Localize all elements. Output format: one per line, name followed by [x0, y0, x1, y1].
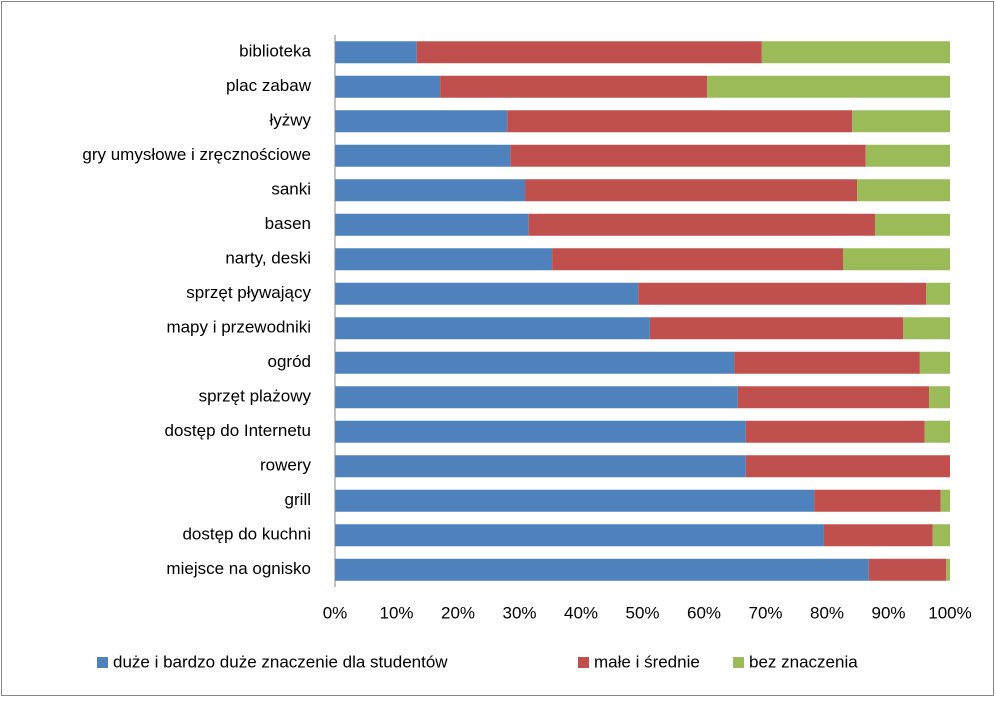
bar-segment: [868, 558, 947, 581]
legend-label: małe i średnie: [594, 652, 700, 671]
y-tick-label: rowery: [260, 456, 312, 475]
bar-segment: [814, 489, 941, 512]
bar-segment: [737, 386, 930, 409]
bar-segment: [649, 317, 904, 340]
y-tick-label: narty, deski: [225, 249, 311, 268]
bar-segment: [525, 179, 858, 202]
bar-segment: [857, 179, 950, 202]
bar-segment: [734, 351, 920, 374]
y-tick-label: basen: [265, 214, 311, 233]
y-tick-label: dostęp do kuchni: [182, 525, 311, 544]
y-tick-label: sprzęt plażowy: [199, 387, 312, 406]
x-tick-label: 20%: [441, 603, 475, 622]
x-tick-label: 90%: [871, 603, 905, 622]
bar-segment: [335, 524, 824, 547]
y-tick-label: biblioteka: [239, 42, 311, 61]
y-tick-label: łyżwy: [269, 111, 311, 130]
bar-segment: [335, 144, 511, 167]
x-tick-label: 60%: [687, 603, 721, 622]
bar-segment: [335, 558, 869, 581]
bar-segment: [528, 213, 875, 236]
bar-segment: [865, 144, 950, 167]
bar-segment: [335, 41, 417, 64]
bar-segment: [745, 420, 925, 443]
x-tick-label: 30%: [502, 603, 536, 622]
bar-segment: [852, 110, 950, 133]
legend-label: bez znaczenia: [749, 652, 858, 671]
y-tick-label: gry umysłowe i zręcznościowe: [82, 145, 311, 164]
legend-label: duże i bardzo duże znaczenie dla student…: [113, 652, 448, 671]
bar-segment: [903, 317, 950, 340]
x-tick-label: 70%: [748, 603, 782, 622]
y-tick-label: dostęp do Internetu: [164, 421, 311, 440]
bar-segment: [874, 213, 950, 236]
bar-segment: [761, 41, 950, 64]
bar-segment: [932, 524, 950, 547]
bar-segment: [745, 455, 950, 478]
bar-segment: [440, 75, 708, 98]
y-tick-label: sprzęt pływający: [186, 283, 311, 302]
bar-segment: [638, 282, 927, 305]
bar-segment: [823, 524, 933, 547]
bar-segment: [335, 317, 650, 340]
bar-segment: [552, 248, 843, 271]
bar-segment: [335, 489, 815, 512]
bar-segment: [335, 75, 441, 98]
bar-segment: [335, 110, 508, 133]
x-tick-label: 10%: [379, 603, 413, 622]
legend-swatch: [97, 657, 108, 668]
bar-segment: [842, 248, 950, 271]
bar-segment: [335, 282, 639, 305]
y-tick-label: mapy i przewodniki: [166, 318, 311, 337]
bar-segment: [510, 144, 866, 167]
bar-segment: [335, 420, 746, 443]
bar-segment: [929, 386, 950, 409]
bar-segment: [335, 455, 746, 478]
bar-segment: [919, 351, 950, 374]
bar-segment: [946, 558, 950, 581]
bar-segment: [926, 282, 950, 305]
bar-segment: [335, 248, 553, 271]
bar-segment: [507, 110, 853, 133]
x-tick-label: 50%: [625, 603, 659, 622]
y-tick-label: plac zabaw: [226, 76, 312, 95]
legend-swatch: [578, 657, 589, 668]
bar-segment: [335, 351, 735, 374]
bar-segment: [707, 75, 950, 98]
bar-segment: [335, 386, 738, 409]
x-tick-label: 0%: [323, 603, 348, 622]
bar-segment: [335, 179, 526, 202]
bar-segment: [416, 41, 762, 64]
bar-segment: [924, 420, 950, 443]
x-tick-label: 100%: [928, 603, 971, 622]
y-tick-label: ogród: [268, 352, 311, 371]
bar-segment: [940, 489, 950, 512]
y-tick-label: miejsce na ognisko: [166, 559, 311, 578]
legend-swatch: [733, 657, 744, 668]
y-tick-label: sanki: [271, 180, 311, 199]
x-tick-label: 80%: [810, 603, 844, 622]
y-tick-label: grill: [285, 490, 311, 509]
x-tick-label: 40%: [564, 603, 598, 622]
bar-segment: [335, 213, 529, 236]
